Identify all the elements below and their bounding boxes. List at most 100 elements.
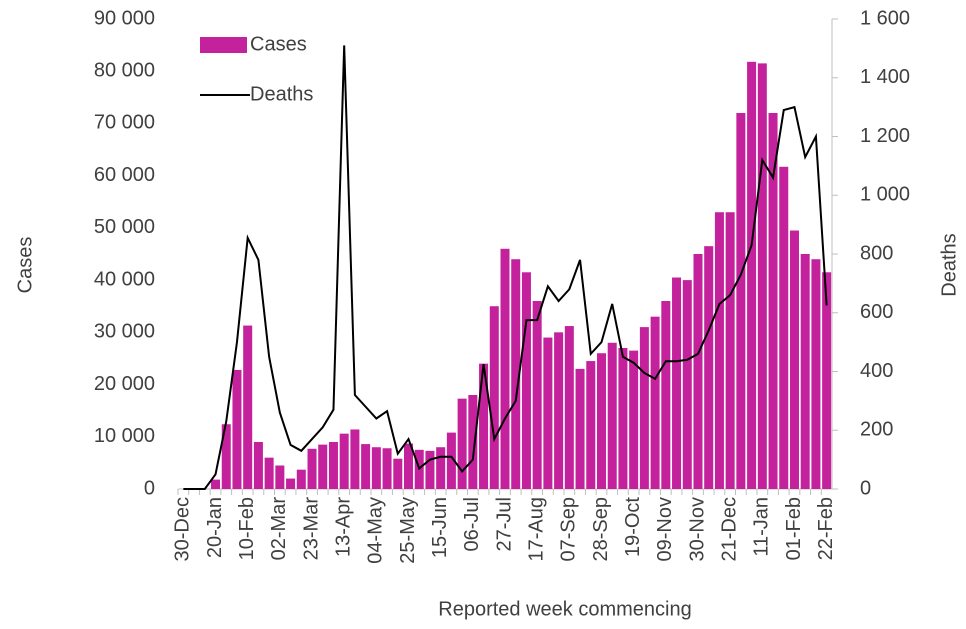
- x-tick-label: 20-Jan: [204, 497, 226, 558]
- bar: [307, 448, 317, 489]
- bar: [468, 395, 478, 489]
- y-tick-label: 70 000: [94, 112, 155, 134]
- bar: [725, 212, 735, 489]
- bar: [586, 361, 596, 489]
- y-tick-label: 20 000: [94, 373, 155, 395]
- bar: [232, 369, 242, 489]
- bar: [286, 478, 296, 489]
- x-tick-label: 06-Jul: [461, 497, 483, 551]
- bar: [596, 353, 606, 489]
- bar: [618, 348, 628, 489]
- y2-axis-title: Deaths: [938, 233, 960, 296]
- bar: [672, 277, 682, 489]
- bar: [296, 469, 306, 489]
- bar: [404, 443, 414, 489]
- x-tick-label: 17-Aug: [525, 497, 547, 562]
- bar: [757, 63, 767, 490]
- y2-tick-label: 400: [860, 360, 893, 382]
- bar: [393, 458, 403, 489]
- bar: [693, 254, 703, 489]
- y-tick-label: 0: [144, 477, 155, 499]
- x-tick-label: 28-Sep: [590, 497, 612, 562]
- bar: [736, 113, 746, 489]
- bar: [768, 113, 778, 489]
- bar: [425, 450, 435, 489]
- x-tick-label: 30-Nov: [686, 497, 708, 561]
- x-tick-label: 23-Mar: [300, 497, 322, 561]
- x-tick-label: 30-Dec: [172, 497, 194, 561]
- bar: [500, 248, 510, 489]
- bar: [382, 448, 392, 489]
- x-tick-label: 21-Dec: [718, 497, 740, 561]
- x-tick-label: 07-Sep: [558, 497, 580, 562]
- x-tick-label: 11-Jan: [751, 497, 773, 557]
- bar: [714, 212, 724, 489]
- x-tick-label: 02-Mar: [268, 497, 290, 561]
- bar: [747, 61, 757, 489]
- bar: [479, 363, 489, 489]
- y2-tick-label: 800: [860, 242, 893, 264]
- bar: [446, 432, 456, 489]
- legend-label: Deaths: [250, 83, 313, 105]
- bar: [575, 368, 585, 489]
- bar: [318, 444, 328, 489]
- bar: [221, 424, 231, 489]
- x-tick-label: 25-May: [397, 497, 419, 564]
- y-tick-label: 50 000: [94, 216, 155, 238]
- bar: [328, 442, 338, 489]
- x-tick-label: 22-Feb: [815, 497, 837, 560]
- y2-tick-label: 200: [860, 419, 893, 441]
- line: [183, 45, 828, 490]
- bar: [253, 442, 263, 489]
- x-tick-label: 04-May: [365, 497, 387, 564]
- y-tick-label: 60 000: [94, 164, 155, 186]
- bar: [436, 447, 446, 489]
- bar: [779, 166, 789, 490]
- bar: [243, 325, 253, 489]
- y2-tick-label: 600: [860, 301, 893, 323]
- x-tick-label: 19-Oct: [622, 497, 644, 557]
- legend-label: Cases: [250, 33, 307, 55]
- bar: [371, 447, 381, 489]
- bar: [511, 259, 521, 489]
- bar: [811, 259, 821, 489]
- bar: [704, 246, 714, 489]
- y2-tick-label: 1 000: [860, 184, 910, 206]
- x-tick-label: 27-Jul: [493, 497, 515, 551]
- bar: [639, 327, 649, 489]
- bar: [800, 254, 810, 489]
- bar: [822, 272, 832, 489]
- y-tick-label: 90 000: [94, 7, 155, 29]
- x-tick-label: 10-Feb: [236, 497, 258, 560]
- bar: [521, 272, 531, 489]
- bar: [457, 398, 467, 489]
- y2-tick-label: 1 600: [860, 7, 910, 29]
- y-axis-title: Cases: [14, 237, 36, 294]
- y-tick-label: 40 000: [94, 268, 155, 290]
- legend-swatch: [200, 37, 247, 53]
- bar: [350, 429, 360, 489]
- x-axis-title: Reported week commencing: [438, 598, 691, 620]
- x-tick-label: 09-Nov: [654, 497, 676, 561]
- bar: [532, 301, 542, 489]
- y-tick-label: 10 000: [94, 425, 155, 447]
- bar: [543, 337, 553, 489]
- y-tick-label: 80 000: [94, 60, 155, 82]
- bar: [211, 479, 221, 489]
- bar: [564, 326, 574, 489]
- x-tick-label: 01-Feb: [783, 497, 805, 560]
- bar: [682, 280, 692, 489]
- bar: [629, 350, 639, 489]
- bar: [661, 301, 671, 489]
- x-tick-label: 15-Jun: [429, 497, 451, 558]
- y-tick-label: 30 000: [94, 321, 155, 343]
- bar: [650, 316, 660, 489]
- bar: [607, 342, 617, 489]
- bar: [275, 465, 285, 489]
- bar: [361, 444, 371, 489]
- bar: [554, 332, 564, 489]
- y2-tick-label: 0: [860, 477, 871, 499]
- bar: [339, 433, 349, 489]
- y2-tick-label: 1 400: [860, 66, 910, 88]
